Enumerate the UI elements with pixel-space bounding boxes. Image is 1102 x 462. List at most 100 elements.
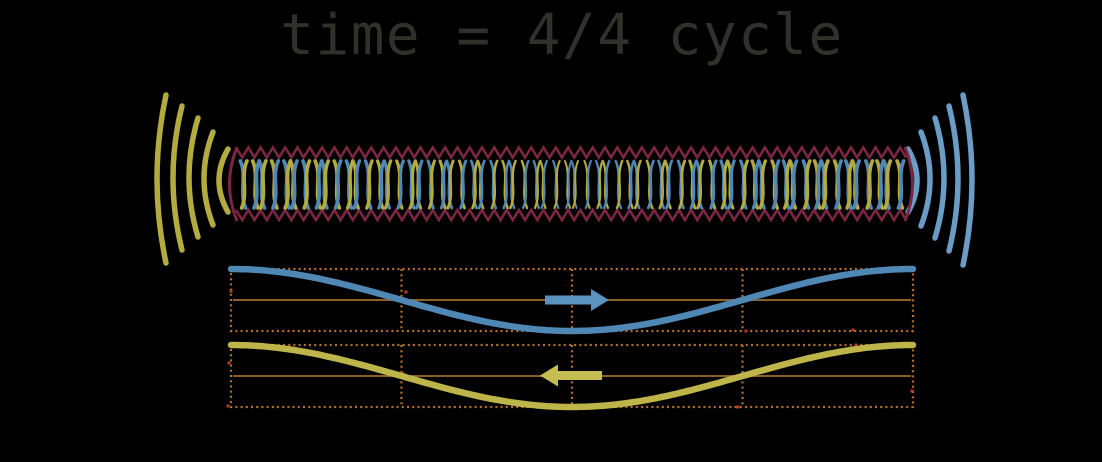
particle-line [802, 159, 812, 210]
particle-line [383, 159, 393, 210]
wave-panel-right-moving [227, 265, 917, 335]
red-reference-dot [736, 405, 740, 409]
red-reference-dot [854, 343, 858, 347]
particle-line [502, 159, 511, 210]
particle-line [553, 159, 561, 210]
particle-line [563, 159, 572, 210]
left-source-wavefront-arcs [154, 92, 231, 266]
left-wavefront-arc [170, 103, 185, 253]
right-wavefront-arc [932, 115, 947, 241]
right-wavefront-arc [918, 129, 933, 229]
particle-line [596, 159, 604, 210]
particle-line [239, 159, 249, 210]
particle-line [852, 159, 861, 210]
particle-line [658, 159, 667, 210]
particle-line [665, 159, 674, 210]
particle-line [614, 159, 623, 210]
tube-right-cap [903, 146, 914, 222]
particle-line [571, 159, 580, 210]
particle-line [758, 159, 768, 210]
particle-line [283, 159, 293, 210]
left-wavefront-arc [201, 129, 216, 228]
particle-line [583, 159, 591, 210]
particle-line [632, 159, 641, 210]
particle-line [627, 159, 636, 210]
particle-line [396, 159, 405, 210]
red-reference-dot [404, 290, 408, 294]
particle-line [252, 159, 262, 210]
particle-line [720, 159, 730, 210]
particle-line [520, 159, 529, 210]
particle-line [365, 159, 374, 210]
particle-line [459, 159, 468, 210]
particle-line [709, 159, 718, 210]
particle-line [782, 159, 792, 210]
particle-line [865, 159, 875, 210]
particle-line [446, 159, 455, 210]
particle-line [408, 159, 417, 210]
particle-line [845, 159, 855, 210]
particle-line [258, 159, 268, 210]
figure-scene [154, 92, 975, 411]
particle-line [876, 159, 886, 210]
particle-line [646, 159, 655, 210]
particle-line [533, 159, 542, 210]
particle-line [302, 159, 312, 210]
right-wavefront-arc [946, 103, 961, 254]
particle-line [490, 159, 499, 210]
particle-line [377, 159, 386, 210]
wave-curve [227, 265, 917, 335]
particle-line [696, 159, 705, 210]
tube-particle-lines [238, 159, 906, 210]
red-reference-dot [229, 289, 233, 293]
particle-line [727, 159, 736, 210]
particle-line [602, 159, 611, 210]
particle-line [321, 159, 331, 210]
particle-line [896, 159, 906, 210]
dotted-frame [229, 267, 915, 333]
particle-line [477, 159, 486, 210]
tube-left-cap [228, 146, 239, 222]
particle-line [345, 159, 355, 210]
particle-line [740, 159, 749, 210]
figure-title: time = 4/4 cycle [280, 3, 843, 68]
red-reference-dot [226, 404, 230, 408]
right-source-wavefront-arcs [905, 92, 975, 268]
particle-line [352, 159, 362, 210]
particle-line [521, 159, 530, 210]
tube-top-wall [234, 144, 908, 160]
particle-line [615, 159, 624, 210]
particle-line [415, 159, 424, 210]
particle-line [565, 159, 573, 210]
particle-line [883, 159, 893, 210]
particle-line [834, 159, 843, 210]
particle-line [532, 159, 541, 210]
direction-arrow-left [540, 364, 602, 387]
particle-line [439, 159, 449, 210]
gas-tube [228, 144, 914, 223]
particle-line [501, 159, 509, 210]
wave-curve [227, 341, 917, 411]
particle-line [814, 159, 823, 210]
red-reference-dot [227, 361, 231, 365]
particle-line [471, 159, 480, 210]
particle-line [539, 159, 547, 210]
particle-line [540, 159, 548, 210]
left-wavefront-arc [154, 92, 169, 266]
particle-line [271, 159, 281, 210]
direction-arrow-right [545, 289, 609, 311]
particle-line [601, 159, 610, 210]
particle-line [689, 159, 698, 210]
right-wavefront-arc [960, 92, 975, 268]
particle-line [771, 159, 781, 210]
particle-line [584, 159, 592, 210]
red-reference-dot [851, 328, 855, 332]
left-wavefront-arc [216, 146, 231, 215]
particle-line [290, 159, 299, 210]
particle-line [314, 159, 324, 210]
tube-bottom-wall [234, 207, 908, 223]
particle-line [789, 159, 799, 210]
particle-line [427, 159, 437, 210]
